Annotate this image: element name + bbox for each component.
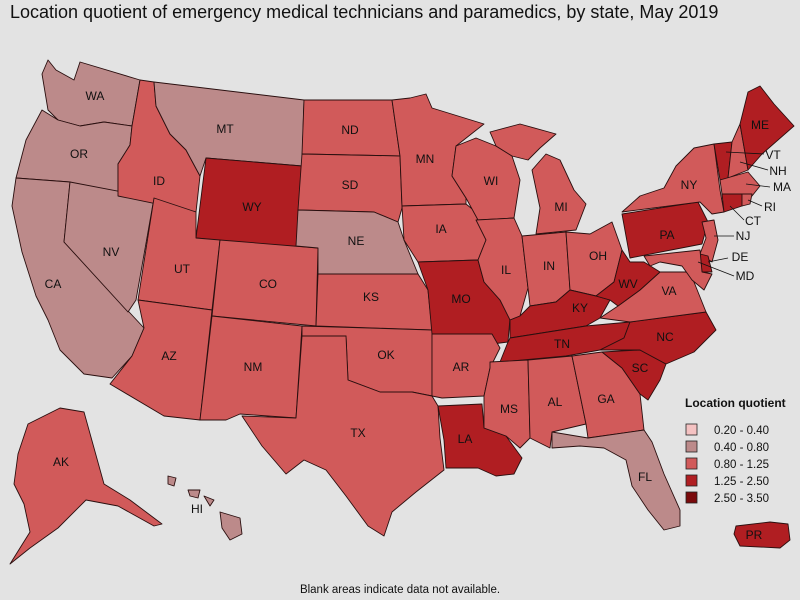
state-label-KY: KY xyxy=(572,301,588,315)
state-label-OH: OH xyxy=(589,249,607,263)
state-label-MN: MN xyxy=(416,152,435,166)
state-LA[interactable] xyxy=(437,403,523,477)
state-HI[interactable] xyxy=(167,475,243,541)
callout-md xyxy=(697,261,735,277)
legend-label: 0.20 - 0.40 xyxy=(714,425,769,437)
state-labels-layer: WA OR CA NV ID MT WY UT AZ CO NM ND SD N… xyxy=(45,89,791,542)
callout-vt xyxy=(725,151,765,155)
callout-lines xyxy=(697,151,771,277)
state-label-MS: MS xyxy=(500,402,518,416)
state-label-ME: ME xyxy=(751,118,769,132)
legend-label: 2.50 - 3.50 xyxy=(714,493,769,505)
state-label-NV: NV xyxy=(103,245,120,259)
state-label-WA: WA xyxy=(86,89,105,103)
state-label-VT: VT xyxy=(765,148,781,162)
state-label-WV: WV xyxy=(618,277,637,291)
callout-ma xyxy=(745,183,771,188)
state-label-SD: SD xyxy=(342,178,359,192)
state-label-ID: ID xyxy=(153,174,165,188)
state-label-OR: OR xyxy=(70,147,88,161)
state-label-IA: IA xyxy=(435,222,446,236)
state-MI[interactable] xyxy=(489,123,587,235)
state-label-MD: MD xyxy=(736,269,755,283)
callout-de xyxy=(707,257,729,263)
callout-ri xyxy=(747,199,763,207)
state-label-KS: KS xyxy=(363,290,379,304)
state-label-LA: LA xyxy=(458,432,473,446)
legend-title: Location quotient xyxy=(685,396,786,410)
state-label-IL: IL xyxy=(501,263,511,277)
state-WV[interactable] xyxy=(595,249,661,307)
legend-swatch xyxy=(685,423,698,436)
state-label-UT: UT xyxy=(174,262,191,276)
state-label-AZ: AZ xyxy=(161,349,176,363)
state-AZ[interactable] xyxy=(109,299,213,421)
legend-item: 0.80 - 1.25 xyxy=(685,457,769,471)
legend-swatch xyxy=(685,440,698,453)
state-label-CO: CO xyxy=(259,277,277,291)
state-label-TN: TN xyxy=(554,337,570,351)
state-NY[interactable] xyxy=(621,143,725,215)
state-label-NM: NM xyxy=(244,360,263,374)
state-label-FL: FL xyxy=(638,470,652,484)
state-label-PA: PA xyxy=(659,228,674,242)
legend: Location quotient 0.20 - 0.40 0.40 - 0.8… xyxy=(685,396,786,505)
map-title: Location quotient of emergency medical t… xyxy=(10,2,719,22)
state-label-NY: NY xyxy=(681,178,698,192)
state-MA[interactable] xyxy=(719,171,761,197)
state-AK[interactable] xyxy=(9,407,163,565)
state-label-RI: RI xyxy=(764,200,776,214)
state-label-SC: SC xyxy=(632,361,649,375)
state-label-MO: MO xyxy=(451,292,470,306)
legend-item: 1.25 - 2.50 xyxy=(685,474,769,488)
state-PR[interactable] xyxy=(733,521,791,549)
state-label-AK: AK xyxy=(53,455,69,469)
state-TX[interactable] xyxy=(241,335,445,537)
state-label-NC: NC xyxy=(656,330,674,344)
legend-item: 2.50 - 3.50 xyxy=(685,491,769,505)
legend-swatch xyxy=(685,474,698,487)
state-RI[interactable] xyxy=(741,193,753,207)
state-label-AL: AL xyxy=(548,395,563,409)
state-label-MA: MA xyxy=(773,180,791,194)
state-label-VA: VA xyxy=(661,284,676,298)
legend-swatch xyxy=(685,491,698,504)
footnote: Blank areas indicate data not available. xyxy=(299,584,501,596)
legend-item: 0.40 - 0.80 xyxy=(685,440,769,454)
legend-label: 1.25 - 2.50 xyxy=(714,476,769,488)
state-label-NJ: NJ xyxy=(736,229,751,243)
state-NJ[interactable] xyxy=(699,219,719,263)
state-FL[interactable] xyxy=(551,429,681,531)
legend-label: 0.80 - 1.25 xyxy=(714,459,769,471)
state-label-MT: MT xyxy=(216,122,234,136)
legend-item: 0.20 - 0.40 xyxy=(685,423,769,437)
state-label-CA: CA xyxy=(45,277,62,291)
legend-label: 0.40 - 0.80 xyxy=(714,442,769,454)
state-MD[interactable] xyxy=(643,249,713,291)
state-label-DE: DE xyxy=(732,250,749,264)
state-NC[interactable] xyxy=(599,311,717,365)
state-label-OK: OK xyxy=(377,348,394,362)
state-label-NH: NH xyxy=(769,164,786,178)
state-label-IN: IN xyxy=(543,259,555,273)
callout-ct xyxy=(729,205,745,221)
state-label-WY: WY xyxy=(242,200,261,214)
state-label-GA: GA xyxy=(597,392,614,406)
state-ME[interactable] xyxy=(739,85,795,171)
state-CT[interactable] xyxy=(721,193,743,213)
state-WI[interactable] xyxy=(451,137,521,221)
state-label-MI: MI xyxy=(554,200,567,214)
state-label-CT: CT xyxy=(745,214,762,228)
state-shapes-layer xyxy=(9,59,795,565)
legend-swatch xyxy=(685,457,698,470)
state-label-NE: NE xyxy=(348,234,365,248)
state-label-HI: HI xyxy=(191,502,203,516)
state-label-ND: ND xyxy=(341,123,359,137)
callout-nh xyxy=(739,161,769,171)
state-label-TX: TX xyxy=(350,426,365,440)
state-label-WI: WI xyxy=(484,174,499,188)
state-label-PR: PR xyxy=(746,528,763,542)
state-label-AR: AR xyxy=(453,360,470,374)
